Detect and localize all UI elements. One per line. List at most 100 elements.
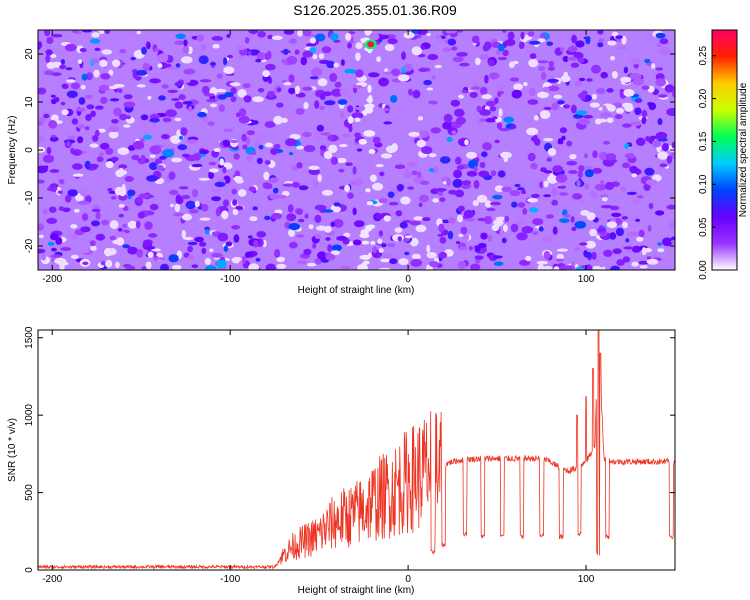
heatmap-cell (360, 38, 366, 44)
heatmap-cell (156, 164, 164, 171)
heatmap-cell (286, 213, 297, 222)
heatmap-cell (372, 136, 381, 144)
heatmap-cell (353, 178, 364, 185)
heatmap-cell (657, 242, 662, 246)
heatmap-cell (597, 30, 604, 35)
heatmap-cell (428, 153, 437, 158)
heatmap-cell (530, 193, 540, 198)
heatmap-cell (578, 118, 590, 125)
heatmap-cell (269, 177, 279, 184)
heatmap-cell (445, 30, 457, 34)
heatmap-cell (421, 146, 433, 155)
heatmap-cell (67, 135, 76, 140)
heatmap-cell (89, 38, 101, 44)
heatmap-cell (456, 52, 468, 57)
heatmap-cell (93, 69, 100, 78)
heatmap-cell (415, 224, 427, 233)
heatmap-cell (118, 204, 125, 208)
heatmap-cell (136, 84, 146, 88)
heatmap-cell (369, 174, 377, 182)
heatmap-cell (244, 37, 250, 44)
heatmap-cell (605, 153, 617, 161)
heatmap-cell (232, 208, 239, 216)
heatmap-cell (626, 191, 637, 195)
heatmap-cell (594, 258, 601, 263)
heatmap-cell (574, 247, 581, 251)
heatmap-cell (218, 104, 225, 112)
heatmap-cell (183, 39, 188, 47)
heatmap-cell (412, 89, 421, 99)
heatmap-cell (447, 230, 454, 240)
heatmap-cell (174, 81, 184, 87)
heatmap-cell (592, 150, 598, 158)
heatmap-cell (333, 62, 340, 68)
heatmap-cell (49, 169, 60, 173)
heatmap-cell (521, 226, 534, 234)
heatmap-cell (548, 60, 554, 67)
heatmap-cell (598, 107, 604, 111)
heatmap-cell (363, 130, 376, 137)
heatmap-cell (574, 221, 587, 229)
heatmap-cell (333, 218, 344, 228)
heatmap-cell (391, 143, 398, 152)
heatmap-cell (242, 83, 251, 89)
heatmap-cell (198, 55, 209, 65)
heatmap-cell (502, 49, 509, 57)
heatmap-cell (262, 70, 270, 78)
heatmap-cell (64, 194, 72, 203)
heatmap-cell (626, 231, 639, 237)
heatmap-cell (528, 58, 539, 68)
heatmap-cell (472, 200, 479, 207)
heatmap-cell (278, 194, 287, 199)
heatmap-cell (427, 54, 439, 61)
heatmap-cell (532, 218, 544, 226)
heatmap-cell (92, 58, 99, 64)
heatmap-cell (281, 190, 290, 197)
heatmap-cell (470, 263, 481, 270)
heatmap-cell (352, 85, 363, 89)
heatmap-cell (223, 66, 235, 75)
heatmap-cell (196, 34, 204, 42)
heatmap-cell (296, 145, 304, 150)
heatmap-cell (331, 250, 340, 256)
heatmap-cell (443, 113, 453, 123)
y-tick-label: 1500 (24, 326, 35, 349)
colorbar-tick-label: 0.10 (698, 174, 709, 194)
heatmap-cell (144, 246, 156, 250)
heatmap-cell (510, 223, 519, 233)
heatmap-cell (147, 95, 152, 100)
heatmap-cell (376, 56, 381, 63)
heatmap-cell (248, 30, 259, 35)
heatmap-cell (339, 144, 348, 148)
heatmap-cell (216, 259, 227, 269)
heatmap-cell (448, 189, 457, 195)
heatmap-cell (557, 138, 564, 144)
heatmap-cell (333, 202, 341, 207)
heatmap-cell (325, 237, 331, 241)
heatmap-cell (600, 179, 605, 186)
heatmap-cell (670, 239, 675, 244)
heatmap-cell (100, 73, 111, 80)
heatmap-cell (309, 46, 317, 53)
heatmap-cell (381, 177, 390, 182)
heatmap-cell (105, 161, 114, 169)
heatmap-cell (222, 139, 231, 147)
heatmap-cell (38, 248, 46, 254)
heatmap-cell (288, 223, 301, 231)
heatmap-cell (264, 121, 276, 128)
heatmap-cell (253, 239, 259, 248)
heatmap-cell (539, 110, 551, 119)
heatmap-cell (179, 186, 189, 190)
heatmap-cell (623, 246, 634, 250)
heatmap-cell (226, 34, 231, 38)
heatmap-cell (559, 264, 568, 270)
heatmap-cell (84, 94, 93, 99)
heatmap-cell (383, 253, 392, 259)
heatmap-cell (471, 35, 480, 44)
heatmap-cell (324, 100, 336, 106)
heatmap-cell (423, 79, 432, 86)
heatmap-cell (71, 30, 78, 34)
heatmap-cell (81, 213, 89, 221)
heatmap-cell (492, 116, 498, 120)
